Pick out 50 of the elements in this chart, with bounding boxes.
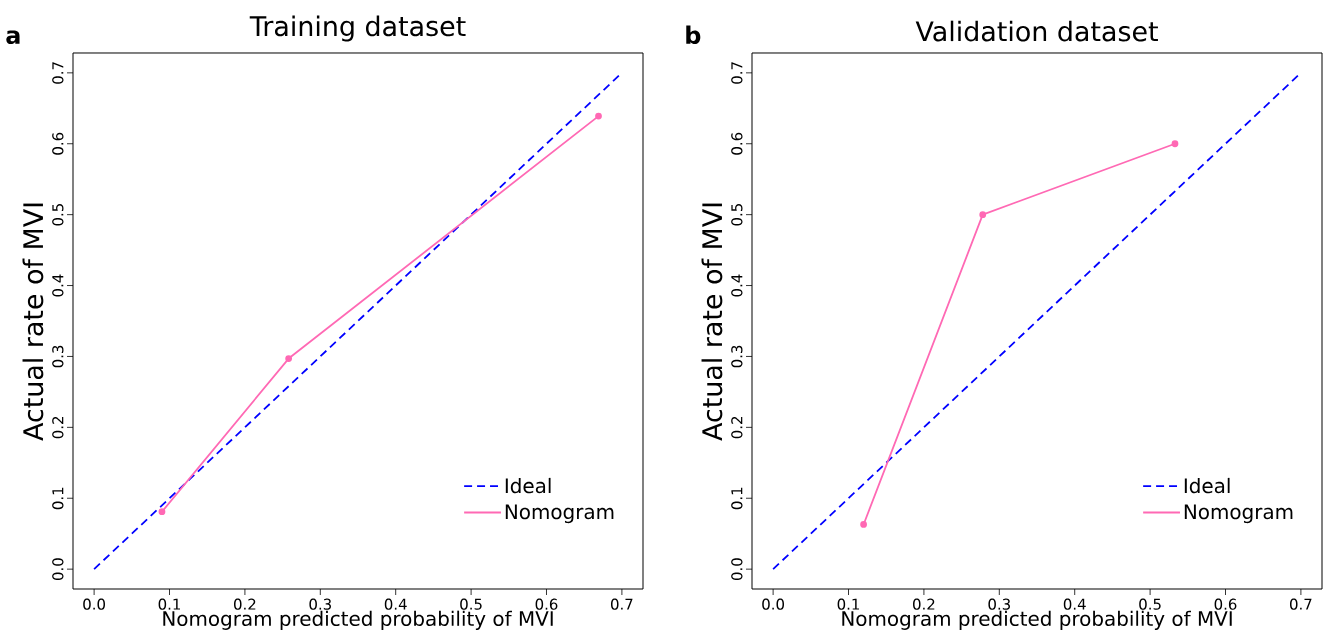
y-tick-label: 0.4	[52, 274, 64, 297]
y-tick-label: 0.6	[731, 132, 743, 155]
y-tick-label: 0.1	[731, 487, 743, 510]
legend-label: Nomogram	[1184, 504, 1293, 524]
legend-label: Ideal	[505, 477, 551, 494]
y-tick-label: 0.5	[52, 204, 64, 226]
y-tick-label: 0.2	[52, 416, 64, 439]
legend-label: Ideal	[1184, 477, 1230, 494]
y-tick-label: 0.3	[731, 345, 743, 368]
y-axis-title: Actual rate of MVI	[22, 203, 44, 441]
point	[158, 508, 166, 516]
x-tick-label: 0.4	[384, 598, 407, 610]
x-tick-label: 0.3	[988, 598, 1010, 610]
y-tick-label: 0.5	[731, 204, 743, 226]
chart-title: Training dataset	[249, 15, 466, 42]
x-axis-title: Nomogram predicted probability of MVI	[842, 610, 1232, 630]
y-tick-label: 0.4	[731, 274, 743, 297]
y-tick-label: 0.0	[731, 558, 743, 581]
y-tick-label: 0.0	[52, 558, 64, 581]
x-tick-label: 0.5	[460, 598, 482, 610]
x-tick-label: 0.6	[535, 598, 558, 610]
y-tick-label: 0.1	[52, 487, 64, 510]
y-tick-label: 0.7	[52, 62, 64, 84]
x-tick-label: 0.6	[1214, 598, 1237, 610]
legend-label: Nomogram	[505, 504, 614, 524]
point	[1171, 140, 1179, 148]
point	[285, 355, 293, 362]
y-tick-label: 0.2	[731, 416, 743, 439]
point	[979, 211, 987, 219]
y-tick-label: 0.6	[52, 132, 64, 155]
y-tick-label: 0.7	[731, 62, 743, 84]
x-tick-label: 0.7	[1290, 598, 1312, 610]
x-tick-label: 0.4	[1063, 598, 1086, 610]
x-tick-label: 0.3	[309, 598, 331, 610]
x-tick-label: 0.2	[913, 598, 935, 610]
point	[860, 521, 867, 528]
x-tick-label: 0.5	[1139, 598, 1161, 610]
text: a	[6, 30, 20, 45]
y-tick-label: 0.3	[52, 345, 64, 368]
chart-title: Validation dataset	[915, 20, 1158, 42]
x-tick-label: 0.2	[234, 598, 256, 610]
x-tick-label: 0.7	[610, 598, 633, 610]
x-tick-label: 0.0	[83, 598, 105, 610]
x-axis-title: Nomogram predicted probability of MVI	[163, 610, 553, 630]
x-tick-label: 0.0	[762, 598, 785, 610]
x-tick-label: 0.1	[158, 598, 181, 610]
x-tick-label: 0.1	[837, 598, 860, 610]
text: b	[686, 25, 701, 45]
point	[595, 112, 602, 120]
y-axis-title: Actual rate of MVI	[701, 203, 723, 441]
